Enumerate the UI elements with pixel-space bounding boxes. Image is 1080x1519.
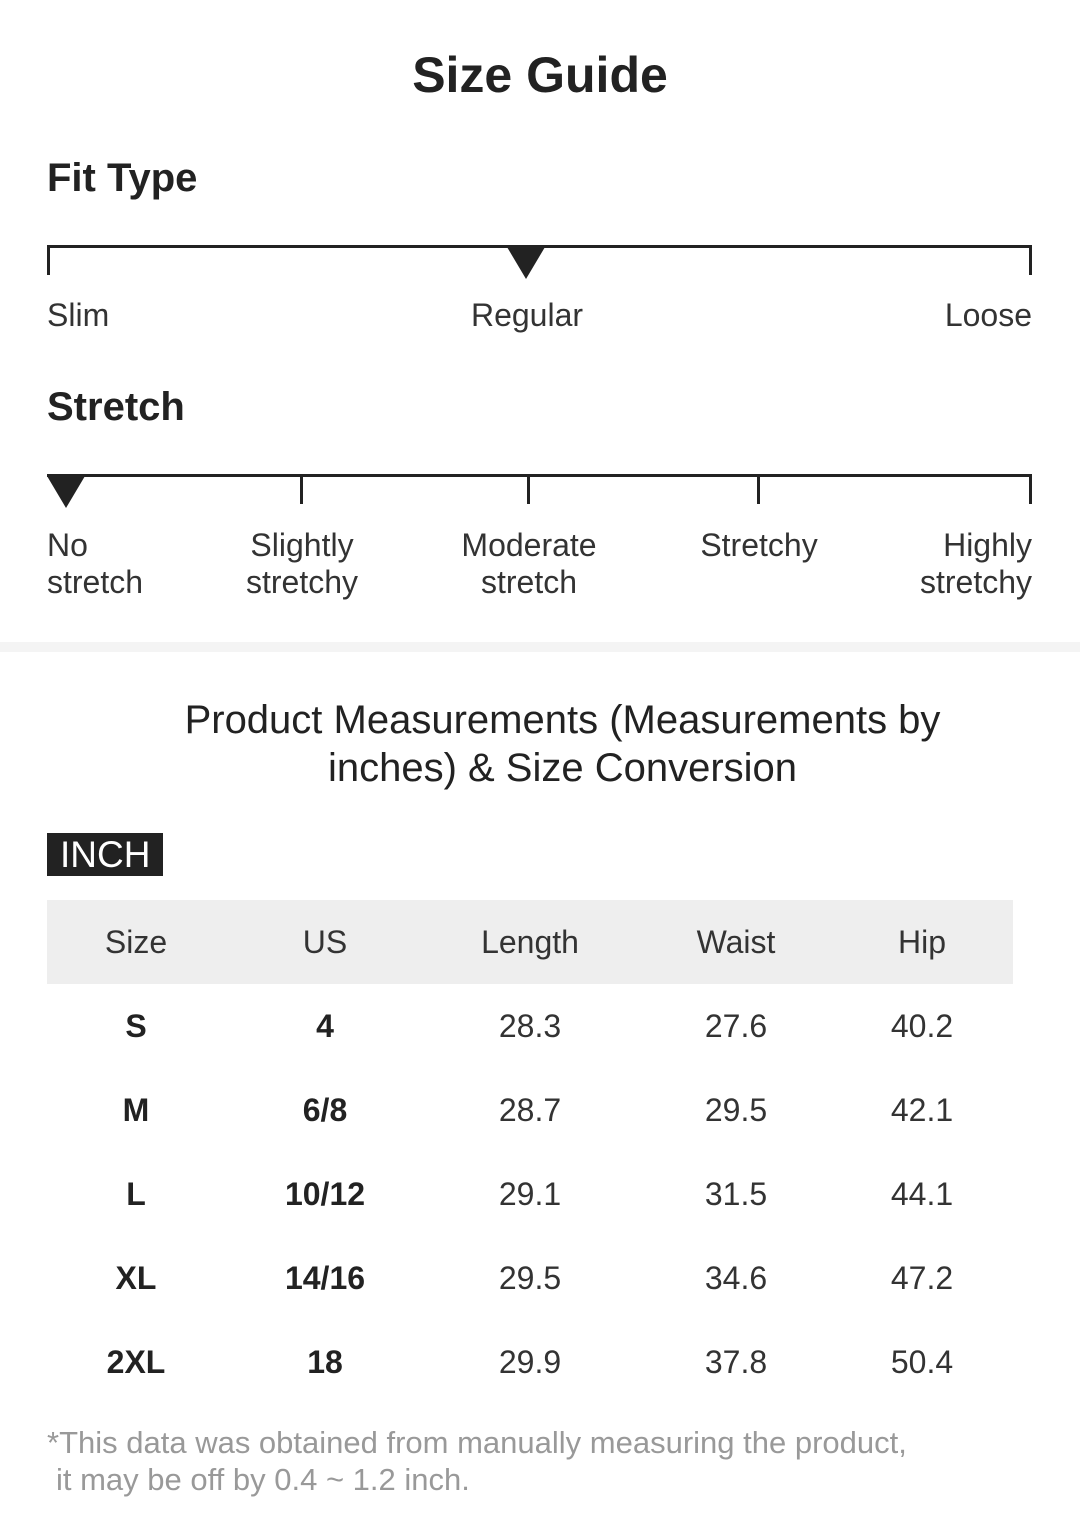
cell-size: M bbox=[122, 1092, 150, 1128]
stretch-tick-highly bbox=[1029, 474, 1032, 504]
section-divider bbox=[0, 642, 1080, 652]
stretch-scale-line bbox=[47, 474, 1032, 477]
stretch-heading: Stretch bbox=[47, 385, 185, 429]
cell-length: 29.5 bbox=[498, 1260, 562, 1296]
cell-size: L bbox=[126, 1176, 146, 1212]
cell-us: 6/8 bbox=[302, 1092, 348, 1128]
cell-us: 18 bbox=[307, 1344, 343, 1380]
cell-us: 14/16 bbox=[284, 1260, 366, 1296]
stretch-tick-slightly bbox=[300, 474, 303, 504]
stretch-tick-moderate bbox=[527, 474, 530, 504]
column-header-hip: Hip bbox=[897, 924, 946, 960]
measurements-title: Product Measurements (Measurements by in… bbox=[184, 698, 941, 790]
cell-size: 2XL bbox=[106, 1344, 166, 1380]
cell-hip: 44.1 bbox=[890, 1176, 954, 1212]
stretch-label-highly-stretchy: Highly stretchy bbox=[919, 527, 1032, 600]
stretch-label-moderate-stretch: Moderate stretch bbox=[461, 527, 597, 600]
cell-length: 28.7 bbox=[498, 1092, 562, 1128]
column-header-waist: Waist bbox=[696, 924, 776, 960]
fit-tick-loose bbox=[1029, 245, 1032, 275]
fit-tick-slim bbox=[47, 245, 50, 275]
column-header-us: US bbox=[302, 924, 348, 960]
cell-waist: 37.8 bbox=[704, 1344, 768, 1380]
cell-waist: 29.5 bbox=[704, 1092, 768, 1128]
cell-hip: 42.1 bbox=[890, 1092, 954, 1128]
cell-size: S bbox=[125, 1008, 147, 1044]
column-header-length: Length bbox=[481, 924, 579, 960]
stretch-label-slightly-stretchy: Slightly stretchy bbox=[245, 527, 359, 600]
stretch-selected-pointer-icon bbox=[47, 476, 85, 508]
page-title: Size Guide bbox=[412, 47, 668, 103]
cell-hip: 47.2 bbox=[890, 1260, 954, 1296]
cell-hip: 40.2 bbox=[890, 1008, 954, 1044]
stretch-label-no-stretch: No stretch bbox=[47, 527, 144, 600]
fit-selected-pointer-icon bbox=[507, 247, 545, 279]
column-header-size: Size bbox=[104, 924, 168, 960]
measurement-footnote: *This data was obtained from manually me… bbox=[47, 1425, 907, 1497]
fit-label-regular: Regular bbox=[470, 297, 584, 333]
cell-length: 29.9 bbox=[498, 1344, 562, 1380]
fit-label-loose: Loose bbox=[944, 297, 1032, 333]
fit-type-heading: Fit Type bbox=[47, 156, 198, 200]
cell-us: 4 bbox=[316, 1008, 334, 1044]
fit-scale-line bbox=[47, 245, 1032, 248]
cell-waist: 27.6 bbox=[704, 1008, 768, 1044]
stretch-tick-stretchy bbox=[757, 474, 760, 504]
stretch-label-stretchy: Stretchy bbox=[700, 527, 818, 563]
cell-waist: 34.6 bbox=[704, 1260, 768, 1296]
unit-badge: INCH bbox=[47, 833, 164, 876]
fit-label-slim: Slim bbox=[47, 297, 110, 333]
cell-us: 10/12 bbox=[284, 1176, 366, 1212]
cell-size: XL bbox=[115, 1260, 157, 1296]
cell-length: 29.1 bbox=[498, 1176, 562, 1212]
cell-hip: 50.4 bbox=[890, 1344, 954, 1380]
cell-waist: 31.5 bbox=[704, 1176, 768, 1212]
table-header bbox=[47, 900, 1013, 984]
cell-length: 28.3 bbox=[498, 1008, 562, 1044]
